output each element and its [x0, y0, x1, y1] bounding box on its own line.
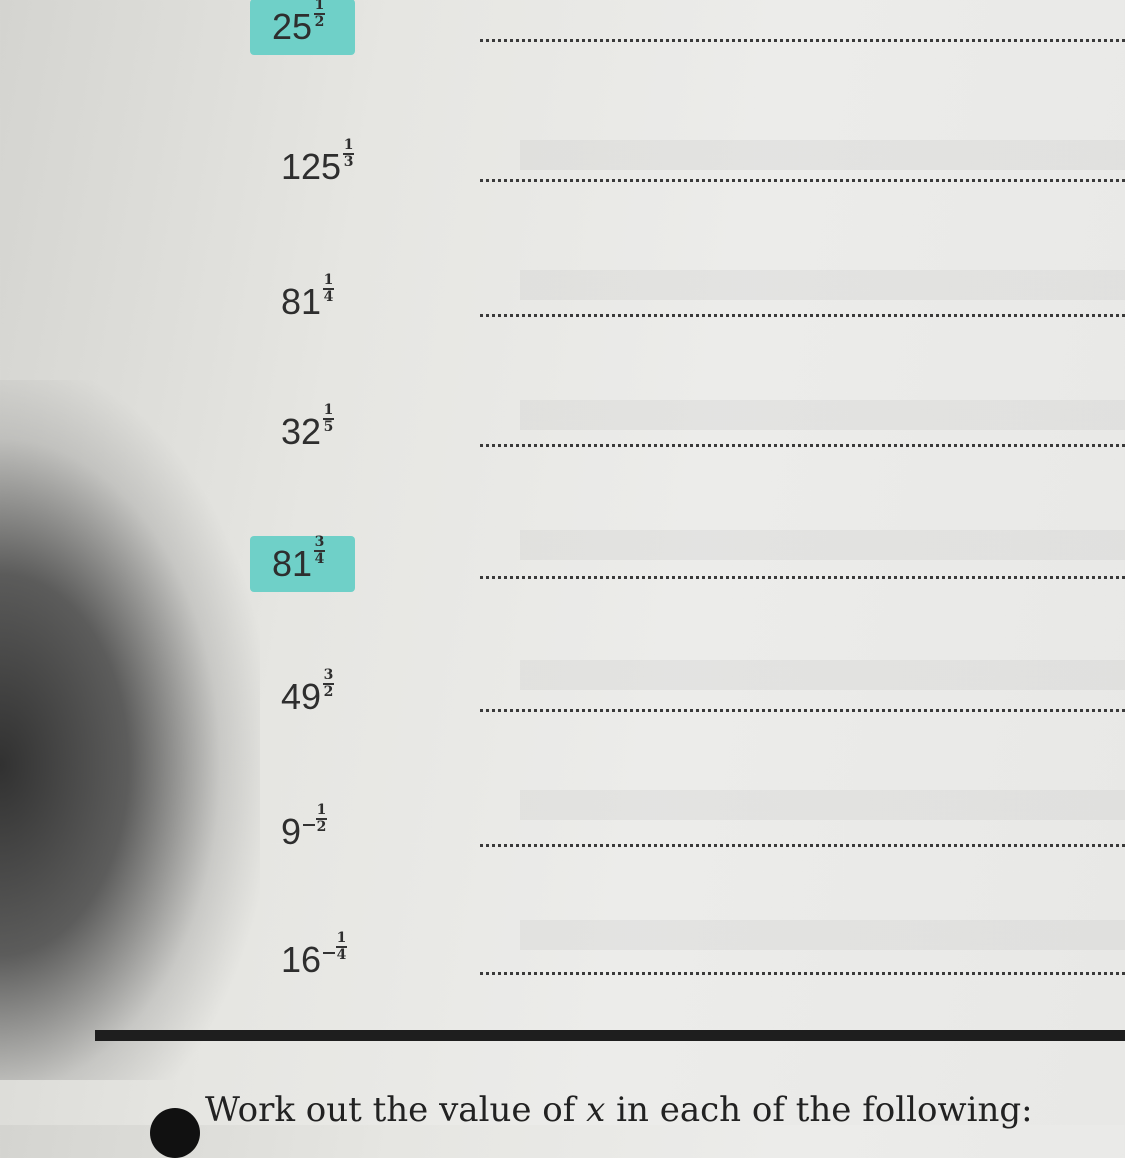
fraction-bar: [343, 153, 355, 155]
fraction: 3 2: [323, 667, 335, 700]
exercise-row: 9 1 2: [0, 800, 1125, 880]
fraction-bar: [323, 683, 335, 685]
exponent: 1 2: [314, 0, 326, 30]
numerator: 1: [336, 930, 347, 946]
denominator: 4: [336, 947, 347, 963]
denominator: 2: [316, 819, 327, 835]
denominator: 4: [314, 551, 325, 567]
answer-line[interactable]: [480, 39, 1125, 42]
fraction-bar: [316, 818, 328, 820]
numerator: 1: [314, 0, 325, 13]
exponent: 3 2: [323, 667, 335, 700]
expression: 32 1 5: [275, 403, 340, 454]
fraction: 1 5: [323, 402, 335, 435]
denominator: 2: [314, 14, 325, 30]
exercise-row: 32 1 5: [0, 400, 1125, 480]
exercise-row: 81 1 4: [0, 270, 1125, 350]
numerator: 1: [316, 802, 327, 818]
answer-line[interactable]: [480, 314, 1125, 317]
expression: 16 1 4: [275, 931, 353, 982]
exponent: 1 2: [303, 802, 328, 835]
numerator: 1: [343, 137, 354, 153]
denominator: 2: [323, 684, 334, 700]
exponent: 1 5: [323, 402, 335, 435]
section-divider: [95, 1030, 1125, 1041]
fraction: 1 2: [314, 0, 326, 30]
fraction-bar: [323, 418, 335, 420]
base: 16: [281, 939, 322, 980]
exponent: 1 3: [343, 137, 355, 170]
base: 9: [281, 811, 302, 852]
numerator: 1: [323, 272, 334, 288]
answer-line[interactable]: [480, 709, 1125, 712]
fraction: 1 2: [316, 802, 328, 835]
show-through-text: [520, 80, 1125, 1040]
exercise-row: 49 3 2: [0, 665, 1125, 745]
exponent: 3 4: [314, 534, 326, 567]
answer-line[interactable]: [480, 179, 1125, 182]
answer-line[interactable]: [480, 444, 1125, 447]
numerator: 3: [314, 534, 325, 550]
variable-x: x: [586, 1090, 606, 1130]
expression: 125 1 3: [275, 138, 360, 189]
numerator: 3: [323, 667, 334, 683]
instruction-text: Work out the value of: [205, 1090, 587, 1130]
numerator: 1: [323, 402, 334, 418]
expression: 9 1 2: [275, 803, 333, 854]
fraction-bar: [323, 288, 335, 290]
base: 49: [281, 676, 322, 717]
exercise-row: 81 3 4: [0, 532, 1125, 612]
denominator: 5: [323, 419, 334, 435]
exercise-row: 25 1 2: [0, 0, 1125, 75]
instruction-text-end: in each of the following:: [605, 1090, 1033, 1130]
denominator: 3: [343, 154, 354, 170]
expression: 49 3 2: [275, 668, 340, 719]
exercise-row: 125 1 3: [0, 135, 1125, 215]
denominator: 4: [323, 289, 334, 305]
base: 81: [272, 543, 313, 584]
fraction: 1 4: [323, 272, 335, 305]
hand-shadow: [0, 380, 260, 1080]
answer-line[interactable]: [480, 844, 1125, 847]
fraction: 1 3: [343, 137, 355, 170]
fraction-bar: [336, 946, 348, 948]
fraction: 1 4: [336, 930, 348, 963]
exponent: 1 4: [323, 930, 348, 963]
base: 81: [281, 281, 322, 322]
exercise-row: 16 1 4: [0, 928, 1125, 1008]
fraction-bar: [314, 550, 326, 552]
negative-sign: [303, 814, 315, 830]
fraction: 3 4: [314, 534, 326, 567]
question-number-bullet: [150, 1108, 200, 1158]
expression: 25 1 2: [250, 0, 356, 55]
expression: 81 3 4: [250, 534, 356, 592]
section-instruction: Work out the value of x in each of the f…: [205, 1090, 1033, 1130]
answer-line[interactable]: [480, 576, 1125, 579]
base: 125: [281, 146, 342, 187]
answer-line[interactable]: [480, 972, 1125, 975]
expression: 81 1 4: [275, 273, 340, 324]
base: 25: [272, 6, 313, 47]
exponent: 1 4: [323, 272, 335, 305]
base: 32: [281, 411, 322, 452]
negative-sign: [323, 942, 335, 958]
fraction-bar: [314, 13, 326, 15]
